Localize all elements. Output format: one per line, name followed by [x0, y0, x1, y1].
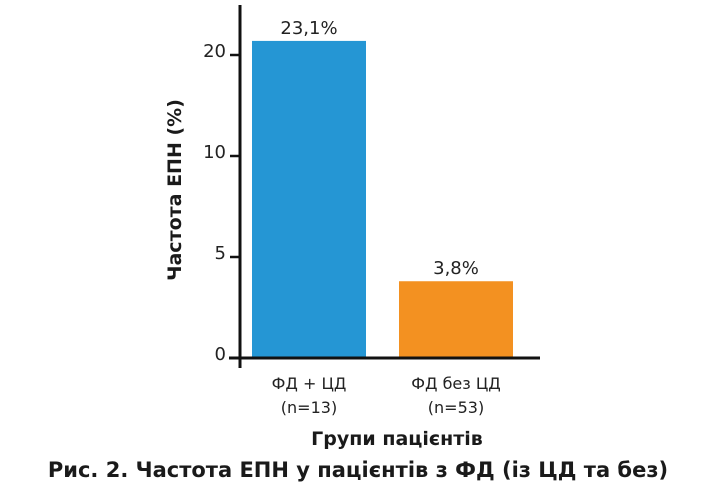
x-tick-label: (n=13) [281, 398, 337, 417]
x-tick-label: ФД без ЦД [411, 374, 501, 393]
x-tick-label: (n=53) [428, 398, 484, 417]
y-tick-label: 20 [203, 41, 226, 62]
y-tick-label: 0 [215, 344, 226, 365]
figure-caption: Рис. 2. Частота ЕПН у пацієнтів з ФД (із… [47, 458, 669, 482]
bar-chart: Частота ЕПН (%) Групи пацієнтів 23,1% ФД … [164, 5, 540, 450]
y-tick-label: 10 [203, 142, 226, 163]
data-label: 23,1% [280, 18, 337, 39]
bar [399, 281, 513, 358]
x-tick-label: ФД + ЦД [272, 374, 347, 393]
y-axis-label: Частота ЕПН (%) [164, 99, 186, 281]
x-axis-label: Групи пацієнтів [311, 428, 483, 450]
y-tick-label: 5 [215, 243, 226, 264]
data-label: 3,8% [433, 258, 479, 279]
bar [252, 40, 366, 359]
